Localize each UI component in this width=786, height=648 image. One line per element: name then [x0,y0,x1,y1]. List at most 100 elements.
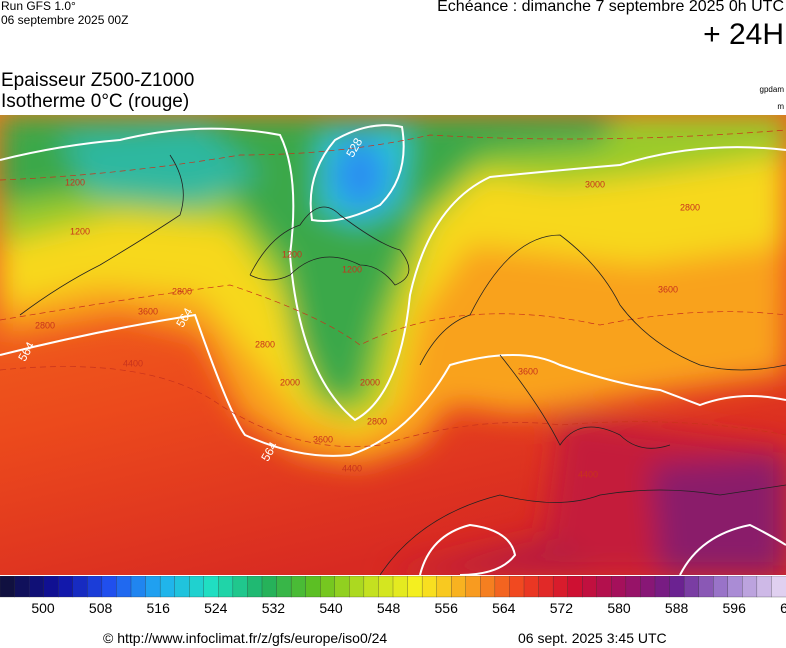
contour-label: 1200 [70,226,90,236]
swatch [101,576,117,598]
swatch [334,576,350,598]
contour-label: 3600 [313,434,333,444]
colorbar-label: 588 [665,600,689,616]
swatch [87,576,103,598]
swatch [305,576,321,598]
swatch [596,576,612,598]
colorbar-label: 516 [147,600,171,616]
swatch [363,576,379,598]
swatch [582,576,598,598]
swatch [436,576,452,598]
contour-label: 2800 [367,416,387,426]
swatch [0,576,16,598]
colorbar-label: 540 [319,600,343,616]
unit: gpdam [759,85,784,94]
swatch [713,576,729,598]
contour-label: 2000 [360,377,380,387]
swatch [509,576,525,598]
swatch [771,576,786,598]
colorbar-label: 604 [780,600,786,616]
map: 5285645645641200120012001200280028002800… [0,115,786,575]
contour-label: 2800 [680,202,700,212]
swatch [232,576,248,598]
contour-label: 4400 [123,358,143,368]
source-url: © http://www.infoclimat.fr/z/gfs/europe/… [103,630,388,646]
swatch [116,576,132,598]
swatch [276,576,292,598]
colorbar-label: 572 [550,600,574,616]
swatch [378,576,394,598]
swatch [218,576,234,598]
swatch [465,576,481,598]
swatch [480,576,496,598]
swatch [698,576,714,598]
swatch [72,576,88,598]
swatch [625,576,641,598]
colorbar-label: 596 [723,600,747,616]
swatch [349,576,365,598]
swatch [43,576,59,598]
swatch [654,576,671,598]
swatch [683,576,700,598]
isotherm [0,129,786,447]
swatch [552,576,569,598]
swatch [247,576,263,598]
unit: m [777,102,784,111]
colorbar-label: 564 [492,600,516,616]
swatch [203,576,219,598]
swatch [28,576,45,598]
swatch [407,576,423,598]
contour-label: 1200 [282,249,302,259]
swatch [567,576,583,598]
swatch [320,576,336,598]
swatch [392,576,409,598]
swatch [130,576,147,598]
contour-label: 3000 [585,179,605,189]
colorbar-label: 524 [204,600,228,616]
run-date: 06 septembre 2025 00Z [1,13,129,27]
contour-label: 2800 [35,320,55,330]
coastline [19,154,786,575]
colorbar-label: 580 [607,600,631,616]
contour-label: 1200 [65,177,85,187]
swatch [494,576,510,598]
swatch [523,576,540,598]
offset: + 24H [703,18,784,51]
contour-label: 3600 [518,366,538,376]
swatch [421,576,438,598]
contour-label: 3600 [658,284,678,294]
colorbar-label: 500 [31,600,55,616]
swatch [756,576,772,598]
colorbar-label: 548 [377,600,401,616]
contour-label: 2800 [255,339,275,349]
swatch [189,576,205,598]
swatch [290,576,307,598]
swatch [145,576,161,598]
contour-label: 4400 [578,469,598,479]
contour-label: 4400 [342,463,362,473]
run: Run GFS 1.0° [1,0,76,13]
colorbar-label: 532 [262,600,286,616]
colorbar: 500 508 516 524 532 540 548 556 564 572 580 588 596 6… [0,576,786,616]
contour-label: 3600 [138,306,158,316]
swatch [451,576,467,598]
contour-label: 2800 [172,286,192,296]
title: Epaisseur Z500-Z1000 [1,70,195,91]
colorbar-label: 556 [435,600,459,616]
subtitle: Isotherme 0°C (rouge) [1,91,190,112]
swatch [14,576,30,598]
contour-label: 1200 [342,264,362,274]
echeance: Echéance : dimanche 7 septembre 2025 0h … [437,0,784,15]
field [0,115,786,575]
colorbar-label: 508 [89,600,113,616]
contour-label: 2000 [280,377,300,387]
swatch [58,576,74,598]
issued-time: 06 sept. 2025 3:45 UTC [518,630,667,646]
swatch [159,576,176,598]
swatch [261,576,278,598]
swatch [640,576,656,598]
contour [0,124,786,575]
swatch [611,576,627,598]
swatch [669,576,685,598]
